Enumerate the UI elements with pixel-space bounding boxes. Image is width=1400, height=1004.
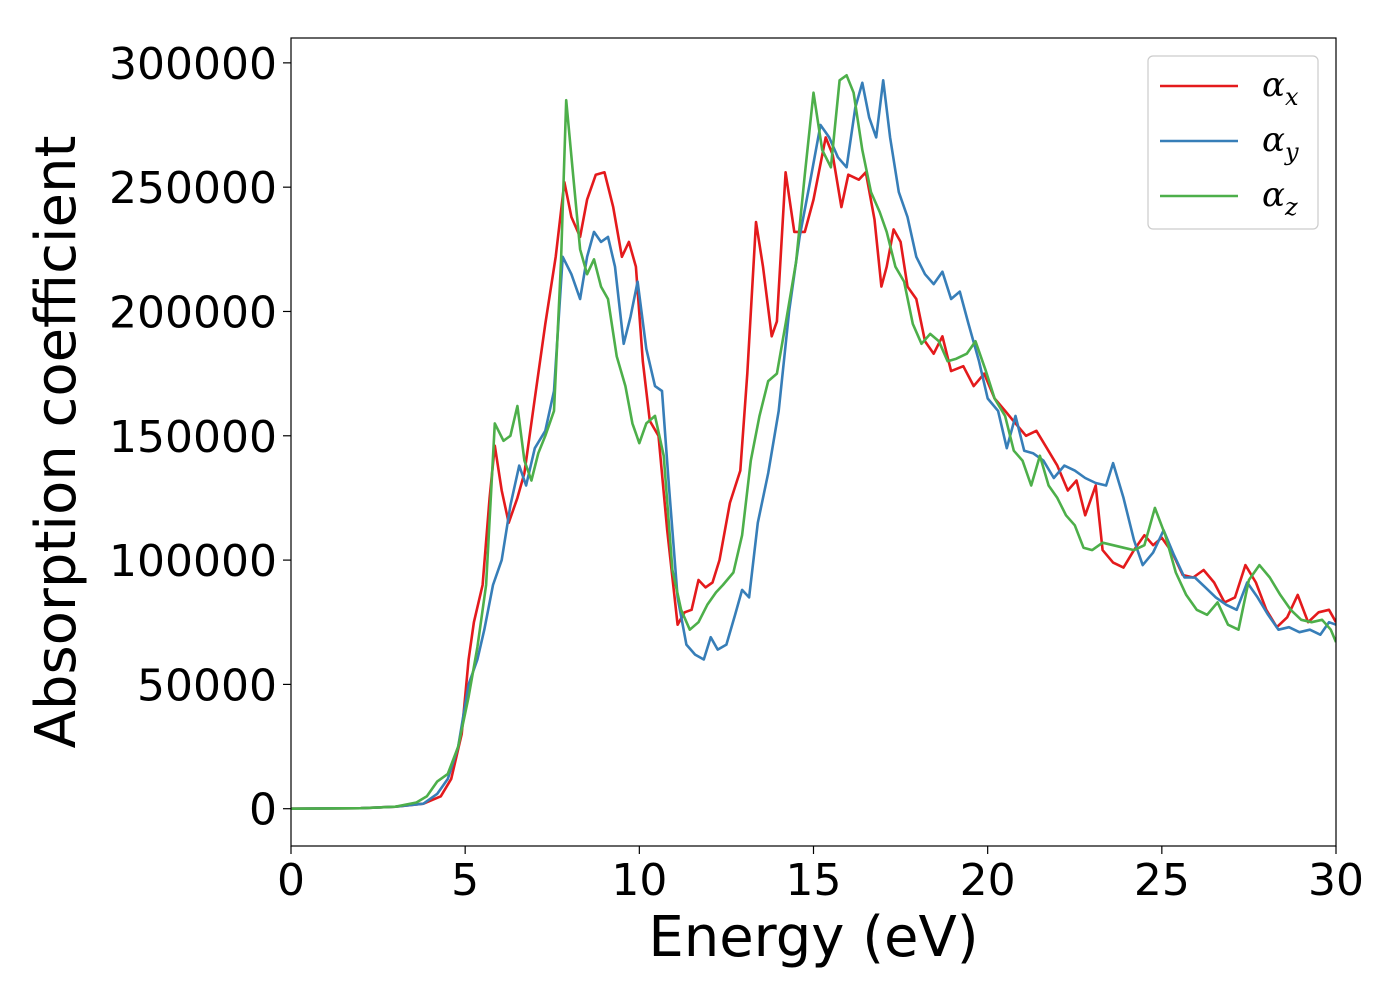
legend-label-subscript: x bbox=[1285, 83, 1299, 111]
series-layer bbox=[291, 74, 1336, 810]
legend-label-subscript: z bbox=[1284, 193, 1298, 221]
legend-label-subscript: y bbox=[1284, 138, 1299, 166]
legend-label-z: αz bbox=[1262, 175, 1298, 221]
x-tick-label: 5 bbox=[451, 855, 479, 906]
plot-frame bbox=[290, 37, 1337, 847]
legend-label-symbol: α bbox=[1262, 175, 1285, 215]
legend-label-symbol: α bbox=[1262, 65, 1285, 105]
y-tick-label: 0 bbox=[249, 785, 277, 836]
y-axis-ticks: 0 50000 100000 150000 200000 250000 300000 bbox=[109, 39, 291, 836]
y-axis-label: Absorption coefficient bbox=[24, 136, 89, 749]
y-tick-label: 300000 bbox=[109, 39, 277, 90]
legend-label-symbol: α bbox=[1262, 120, 1285, 160]
x-tick-label: 25 bbox=[1134, 855, 1190, 906]
y-tick-label: 150000 bbox=[109, 412, 277, 463]
y-tick-label: 200000 bbox=[109, 287, 277, 338]
x-tick-label: 20 bbox=[960, 855, 1016, 906]
legend-box bbox=[1147, 55, 1319, 230]
legend-label-y: αy bbox=[1262, 120, 1299, 166]
x-axis-ticks: 0 5 10 15 20 25 30 bbox=[277, 846, 1364, 906]
x-tick-label: 0 bbox=[277, 855, 305, 906]
y-tick-label: 250000 bbox=[109, 163, 277, 214]
y-tick-label: 50000 bbox=[137, 660, 277, 711]
x-tick-label: 15 bbox=[786, 855, 842, 906]
series-line-x bbox=[291, 136, 1336, 810]
y-tick-label: 100000 bbox=[109, 536, 277, 587]
x-tick-label: 30 bbox=[1308, 855, 1364, 906]
x-axis-label: Energy (eV) bbox=[648, 905, 978, 970]
series-line-z bbox=[291, 74, 1336, 810]
x-tick-label: 10 bbox=[611, 855, 667, 906]
legend-label-x: αx bbox=[1262, 65, 1299, 111]
